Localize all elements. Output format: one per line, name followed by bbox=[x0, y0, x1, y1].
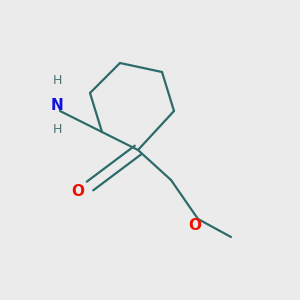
Text: O: O bbox=[71, 184, 85, 200]
Text: O: O bbox=[188, 218, 202, 232]
Text: N: N bbox=[51, 98, 63, 112]
Text: H: H bbox=[52, 122, 62, 136]
Text: H: H bbox=[52, 74, 62, 88]
